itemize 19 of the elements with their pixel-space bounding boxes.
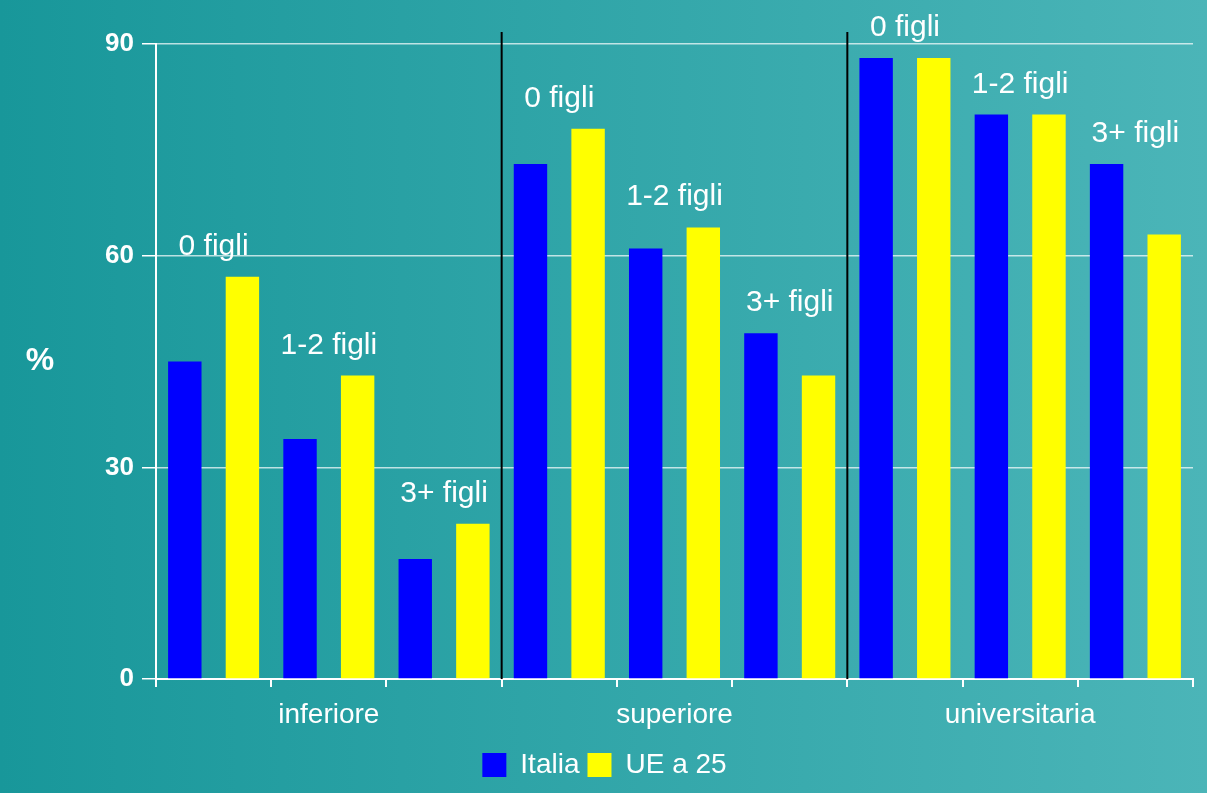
x-tick-label: 3+ figli <box>745 284 834 318</box>
x-tick-label: 0 figli <box>524 79 595 113</box>
text: inferiore <box>278 698 380 729</box>
x-tick-label: 3+ figli <box>1091 114 1180 148</box>
x-tick-label: 0 figli <box>869 9 940 43</box>
y-tick-label: 60 <box>105 238 134 269</box>
x-tick-label: 3+ figli <box>400 474 488 508</box>
x-tick-label: 0 figli <box>178 227 249 261</box>
x-tick-label: 1-2 figli <box>626 178 723 212</box>
y-tick-label: 30 <box>105 450 134 481</box>
legend-label: UE a 25 <box>625 747 727 779</box>
y-tick-label: 90 <box>105 27 134 58</box>
x-tick-label: 1-2 figli <box>971 65 1069 99</box>
text: superiore <box>616 698 733 729</box>
x-tick-label: 1-2 figli <box>280 326 378 360</box>
text: universitaria <box>944 698 1097 729</box>
y-axis-title: % <box>25 341 55 378</box>
legend-label: Italia <box>520 747 580 779</box>
y-tick-label: 0 <box>119 662 134 693</box>
